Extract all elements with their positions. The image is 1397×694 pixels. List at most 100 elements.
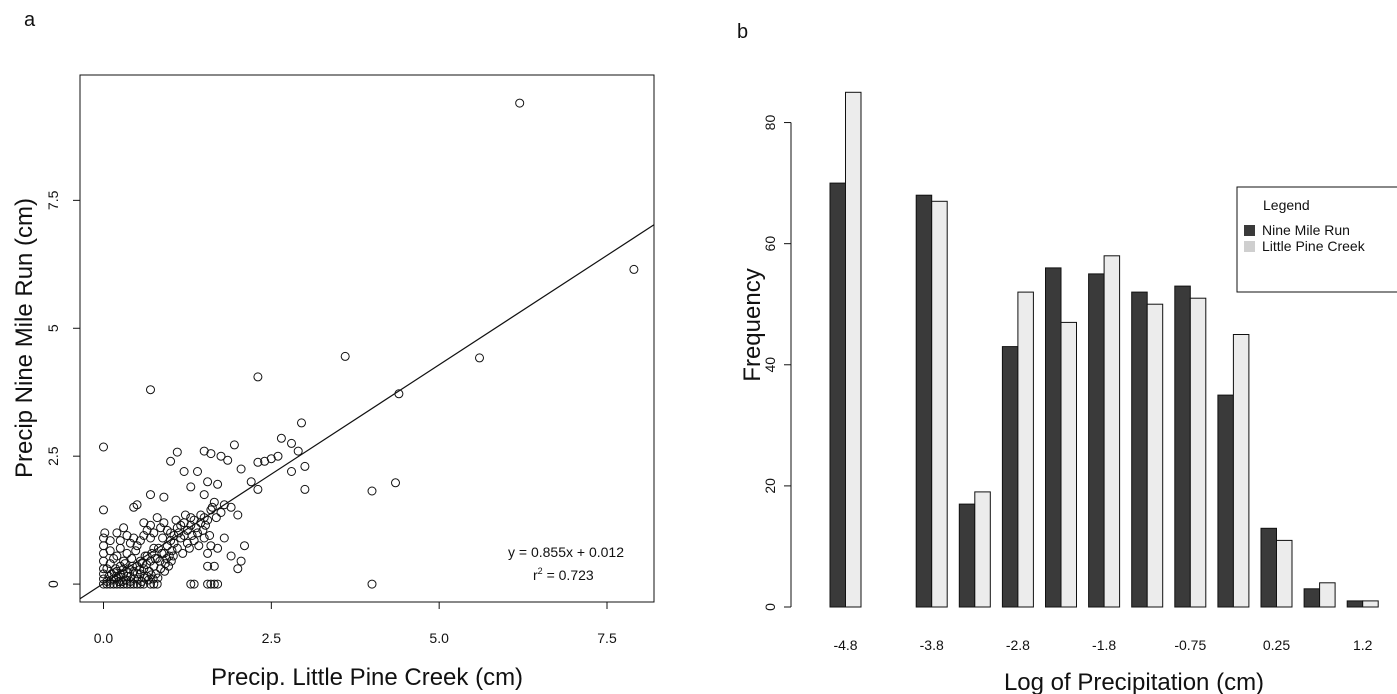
scatter-point	[105, 559, 115, 569]
scatter-point	[146, 579, 155, 589]
scatter-point	[135, 565, 145, 575]
histogram-x-tick-label: -0.75	[1174, 637, 1206, 653]
scatter-point	[166, 556, 176, 566]
scatter-point	[287, 467, 296, 476]
histogram-bar	[1303, 588, 1321, 608]
scatter-point	[367, 486, 377, 496]
scatter-point	[99, 541, 108, 551]
histogram-bar	[1189, 297, 1207, 608]
histogram-bar	[1060, 321, 1077, 608]
scatter-point	[132, 541, 142, 551]
scatter-point	[205, 531, 215, 540]
scatter-point	[144, 575, 153, 585]
scatter-point	[515, 98, 525, 108]
scatter-x-tick-label: 5.0	[429, 630, 449, 646]
scatter-point	[193, 528, 202, 538]
scatter-point	[229, 440, 239, 450]
scatter-point	[105, 536, 115, 546]
scatter-point	[146, 533, 155, 543]
scatter-point	[199, 446, 209, 456]
scatter-point	[149, 528, 159, 538]
scatter-point	[206, 449, 216, 459]
panel-label-b: b	[737, 21, 748, 43]
scatter-y-tick-label: 0	[45, 580, 61, 588]
scatter-point	[152, 513, 162, 523]
scatter-y-tick-label: 7.5	[45, 190, 61, 210]
scatter-point	[102, 577, 112, 586]
r-squared-prefix: r	[533, 567, 538, 583]
scatter-x-tick-label: 2.5	[262, 630, 282, 646]
scatter-point	[105, 546, 115, 556]
scatter-point	[129, 533, 139, 543]
scatter-point	[99, 505, 108, 515]
regression-equation: y = 0.855x + 0.012	[508, 544, 624, 560]
scatter-point	[166, 456, 176, 466]
scatter-point	[115, 543, 125, 553]
scatter-x-tick-label: 7.5	[597, 630, 617, 646]
histogram-bar	[845, 91, 862, 608]
scatter-point	[122, 531, 132, 540]
scatter-point	[129, 502, 139, 512]
histogram-y-tick-label: 60	[762, 236, 778, 252]
scatter-y-tick-label: 2.5	[45, 446, 61, 466]
scatter-point	[186, 482, 196, 492]
scatter-point	[201, 520, 210, 530]
legend-box	[1236, 186, 1397, 293]
r-squared-value: = 0.723	[543, 567, 594, 583]
scatter-point	[122, 548, 132, 558]
histogram-bar	[974, 491, 991, 608]
scatter-points	[99, 98, 639, 589]
scatter-point	[213, 543, 223, 553]
histogram-y-tick-label: 20	[762, 478, 778, 494]
scatter-point	[236, 464, 246, 474]
scatter-point	[169, 538, 179, 548]
histogram-chart: -4.8 -3.8 -2.8 -1.8 -0.75 0.25 1.2 0 20 40 60 80 L…	[739, 91, 1397, 694]
scatter-point	[203, 561, 213, 571]
scatter-point	[216, 508, 226, 517]
scatter-chart: 0.0 2.5 5.0 7.5 0 2.5 5 7.5 Precip. Little Pin…	[11, 74, 655, 691]
scatter-point	[266, 454, 276, 464]
scatter-point	[226, 502, 236, 512]
scatter-point	[146, 385, 155, 395]
legend-label-little-pine: Little Pine Creek	[1262, 238, 1366, 254]
r-squared: r2 = 0.723	[533, 566, 594, 583]
legend-swatch-nine-mile	[1244, 225, 1255, 236]
scatter-point	[216, 451, 226, 461]
histogram-y-tick-label: 80	[762, 115, 778, 131]
scatter-point	[118, 565, 128, 575]
scatter-point	[146, 520, 155, 530]
scatter-point	[176, 520, 186, 530]
scatter-point	[186, 579, 196, 589]
scatter-point	[629, 264, 639, 274]
histogram-x-tick-label: 1.2	[1353, 637, 1373, 653]
histogram-bar	[958, 503, 976, 608]
scatter-point	[125, 538, 135, 548]
scatter-point	[209, 497, 219, 507]
scatter-point	[207, 502, 217, 512]
scatter-point	[246, 477, 256, 487]
scatter-y-axis-label: Precip Nine Mile Run (cm)	[11, 198, 38, 478]
scatter-point	[180, 510, 190, 520]
histogram-x-tick-label: -4.8	[833, 637, 857, 653]
scatter-point	[159, 492, 169, 502]
histogram-bar	[1362, 600, 1379, 608]
scatter-point	[273, 451, 283, 461]
scatter-point	[146, 490, 155, 500]
scatter-point	[194, 541, 204, 551]
scatter-point	[172, 447, 182, 457]
scatter-point	[171, 515, 181, 525]
scatter-point	[159, 518, 169, 528]
scatter-point	[367, 579, 377, 589]
legend-title: Legend	[1263, 197, 1310, 213]
scatter-point	[115, 536, 125, 546]
scatter-point	[287, 438, 296, 448]
scatter-point	[233, 564, 243, 574]
scatter-point	[240, 541, 249, 551]
scatter-point	[158, 533, 168, 543]
scatter-point	[253, 484, 263, 494]
scatter-point	[340, 351, 350, 361]
scatter-point	[199, 490, 209, 500]
scatter-point	[119, 523, 129, 533]
histogram-x-tick-label: -3.8	[920, 637, 944, 653]
